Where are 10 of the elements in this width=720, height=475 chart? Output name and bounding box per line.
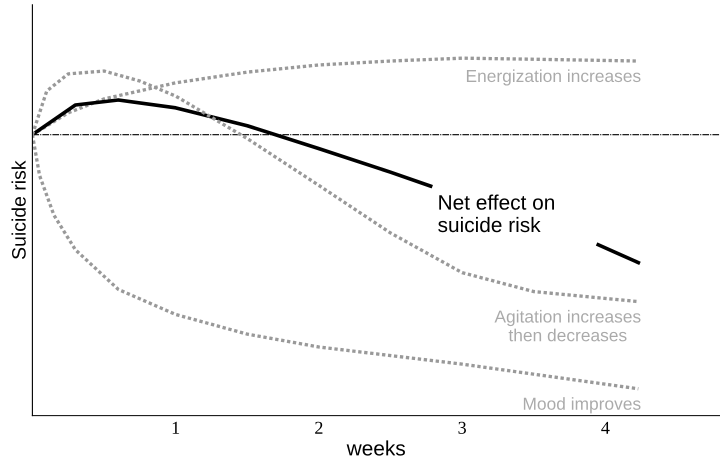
series-label: Mood improves xyxy=(524,397,641,414)
x-tick-label: 2 xyxy=(315,422,322,434)
x-tick-label: 1 xyxy=(172,422,180,434)
x-tick-label: 3 xyxy=(458,422,466,434)
series-label: Net effect on suicide risk xyxy=(438,194,554,232)
y-axis-title: Suicide risk xyxy=(11,160,26,260)
x-axis-title: weeks xyxy=(346,440,405,456)
series-label: Agitation increases then decreases xyxy=(494,310,641,342)
x-tick-label: 4 xyxy=(601,422,610,434)
series-label: Energization increases xyxy=(466,69,641,86)
